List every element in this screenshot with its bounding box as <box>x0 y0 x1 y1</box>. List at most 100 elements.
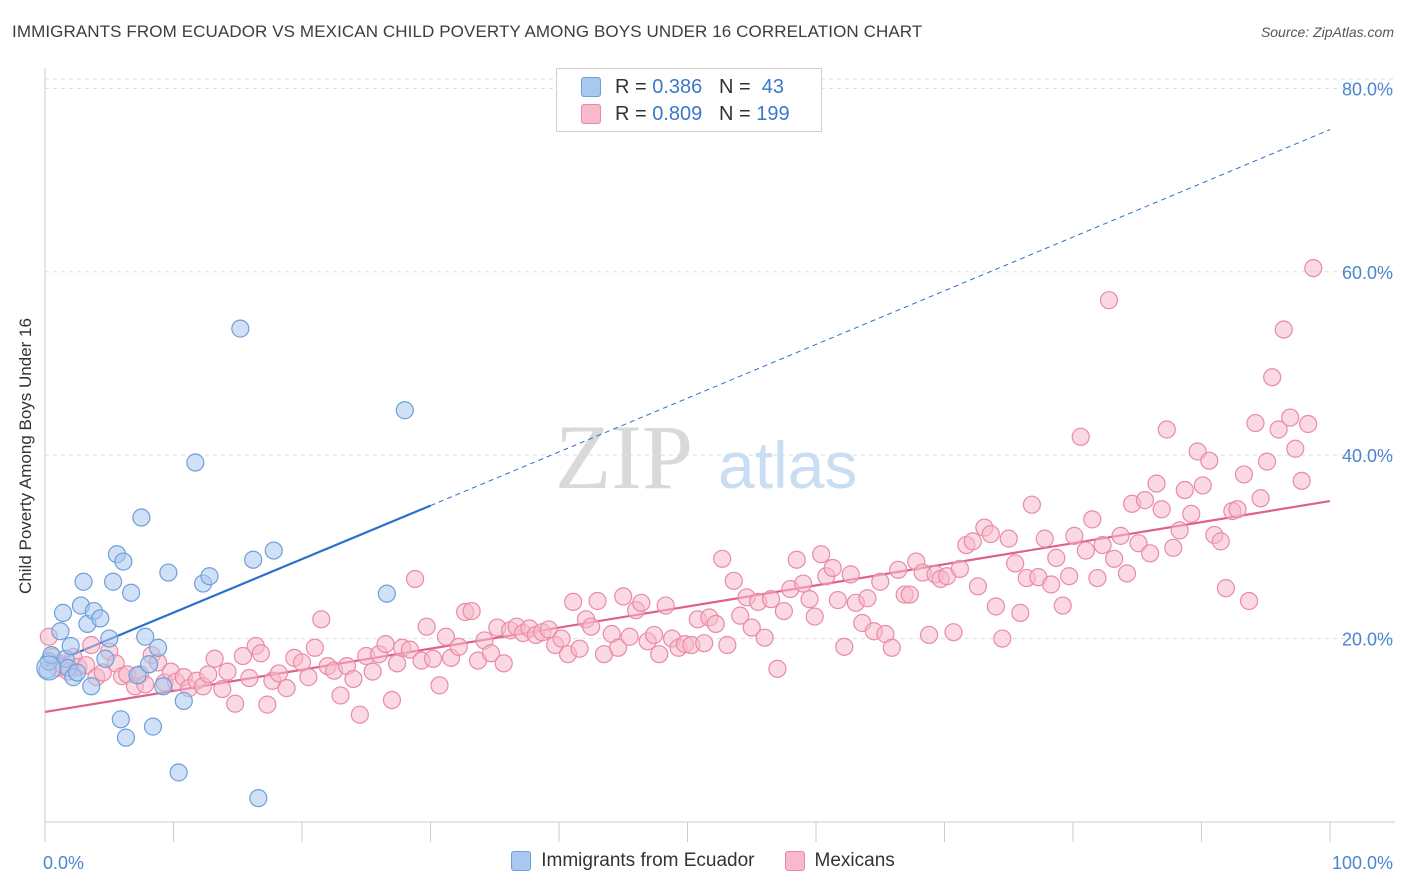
legend-label-mexicans: Mexicans <box>814 850 895 871</box>
chart-title: IMMIGRANTS FROM ECUADOR VS MEXICAN CHILD… <box>12 22 923 41</box>
mexicans-point <box>382 690 402 710</box>
mexicans-trend-line <box>44 499 1331 714</box>
series-legend: Immigrants from Ecuador Mexicans <box>0 850 1406 872</box>
mexicans-point <box>387 654 407 673</box>
mexicans-point <box>205 649 224 668</box>
mexicans-point <box>1304 258 1323 278</box>
mexicans-point <box>968 577 988 596</box>
mexicans-point <box>1281 408 1300 427</box>
mexicans-point <box>1246 413 1265 433</box>
legend-swatch-pink <box>784 851 805 871</box>
ecuador-point <box>61 636 80 656</box>
mexicans-point <box>462 601 481 621</box>
mexicans-point <box>1239 591 1259 611</box>
ecuador-point <box>91 609 110 628</box>
mexicans-point <box>695 634 714 653</box>
mexicans-point <box>226 694 245 713</box>
legend-n-value: 199 <box>756 102 790 125</box>
mexicans-point <box>299 668 318 687</box>
mexicans-point <box>823 558 842 578</box>
mexicans-point <box>950 559 970 578</box>
watermark-atlas: atlas <box>718 428 857 502</box>
mexicans-point <box>632 593 651 612</box>
ecuador-point <box>249 789 268 808</box>
mexicans-point <box>570 639 589 658</box>
mexicans-point <box>1076 541 1095 560</box>
y-axis-label: Child Poverty Among Boys Under 16 <box>16 318 35 594</box>
mexicans-point <box>331 686 350 705</box>
mexicans-point <box>742 618 761 637</box>
mexicans-point <box>305 638 324 657</box>
y-tick-label: 40.0% <box>1342 446 1393 466</box>
mexicans-point <box>582 617 601 636</box>
ecuador-point <box>174 691 193 711</box>
mexicans-point <box>1053 596 1072 615</box>
mexicans-point <box>944 623 963 642</box>
y-tick-label: 60.0% <box>1342 263 1393 283</box>
ecuador-point <box>244 550 263 569</box>
mexicans-point <box>405 569 425 589</box>
ecuador-point <box>395 401 414 420</box>
mexicans-point <box>993 629 1012 648</box>
mexicans-point <box>871 572 890 591</box>
mexicans-point <box>718 635 737 655</box>
watermark: ZIP <box>555 406 693 508</box>
mexicans-point <box>564 592 583 612</box>
mexicans-point <box>417 617 436 636</box>
mexicans-point <box>312 610 331 629</box>
ecuador-point <box>100 629 119 648</box>
ecuador-point <box>136 627 155 646</box>
mexicans-point <box>1170 521 1189 540</box>
mexicans-point <box>787 550 806 569</box>
mexicans-point <box>1164 538 1183 557</box>
ecuador-point <box>154 677 173 696</box>
mexicans-point <box>805 607 824 626</box>
mexicans-point <box>614 587 633 606</box>
mexicans-point <box>1193 476 1212 495</box>
ecuador-point <box>68 663 87 682</box>
mexicans-point <box>1200 451 1219 470</box>
mexicans-point <box>812 545 831 564</box>
legend-label-ecuador: Immigrants from Ecuador <box>541 850 755 871</box>
mexicans-point <box>919 625 939 645</box>
mexicans-point <box>981 524 1000 544</box>
legend-swatch-blue <box>581 77 601 97</box>
ecuador-point <box>200 567 219 586</box>
mexicans-point <box>858 589 877 608</box>
mexicans-point <box>269 664 288 683</box>
mexicans-point <box>644 625 664 645</box>
ecuador-point <box>186 453 205 472</box>
mexicans-point <box>1135 491 1155 510</box>
mexicans-point <box>494 654 513 673</box>
ecuador-point <box>104 572 123 591</box>
ecuador-point <box>169 763 188 782</box>
ecuador-point-cluster <box>36 655 62 681</box>
mexicans-point <box>755 628 774 647</box>
mexicans-point <box>1042 575 1061 594</box>
mexicans-point <box>882 638 901 657</box>
ecuador-point <box>114 552 133 571</box>
mexicans-point <box>1274 320 1293 339</box>
mexicans-point <box>1234 465 1254 484</box>
mexicans-point <box>251 644 270 663</box>
ecuador-point <box>116 728 136 747</box>
mexicans-point <box>1099 291 1119 310</box>
mexicans-point <box>761 590 781 609</box>
legend-n-value: 43 <box>761 75 785 98</box>
series-immigrants-from-ecuador <box>36 319 414 808</box>
y-tick-label: 20.0% <box>1342 630 1393 650</box>
mexicans-point <box>1035 529 1054 548</box>
mexicans-point <box>706 614 725 634</box>
mexicans-point <box>794 574 813 593</box>
mexicans-point <box>889 560 908 579</box>
ecuador-point <box>111 710 130 729</box>
mexicans-point <box>1105 549 1124 568</box>
ecuador-point <box>96 649 115 668</box>
mexicans-point <box>1111 526 1130 545</box>
mexicans-point <box>82 635 101 655</box>
ecuador-point <box>143 717 163 736</box>
ecuador-point <box>377 584 396 603</box>
mexicans-point <box>350 705 369 724</box>
mexicans-point <box>1182 504 1201 523</box>
